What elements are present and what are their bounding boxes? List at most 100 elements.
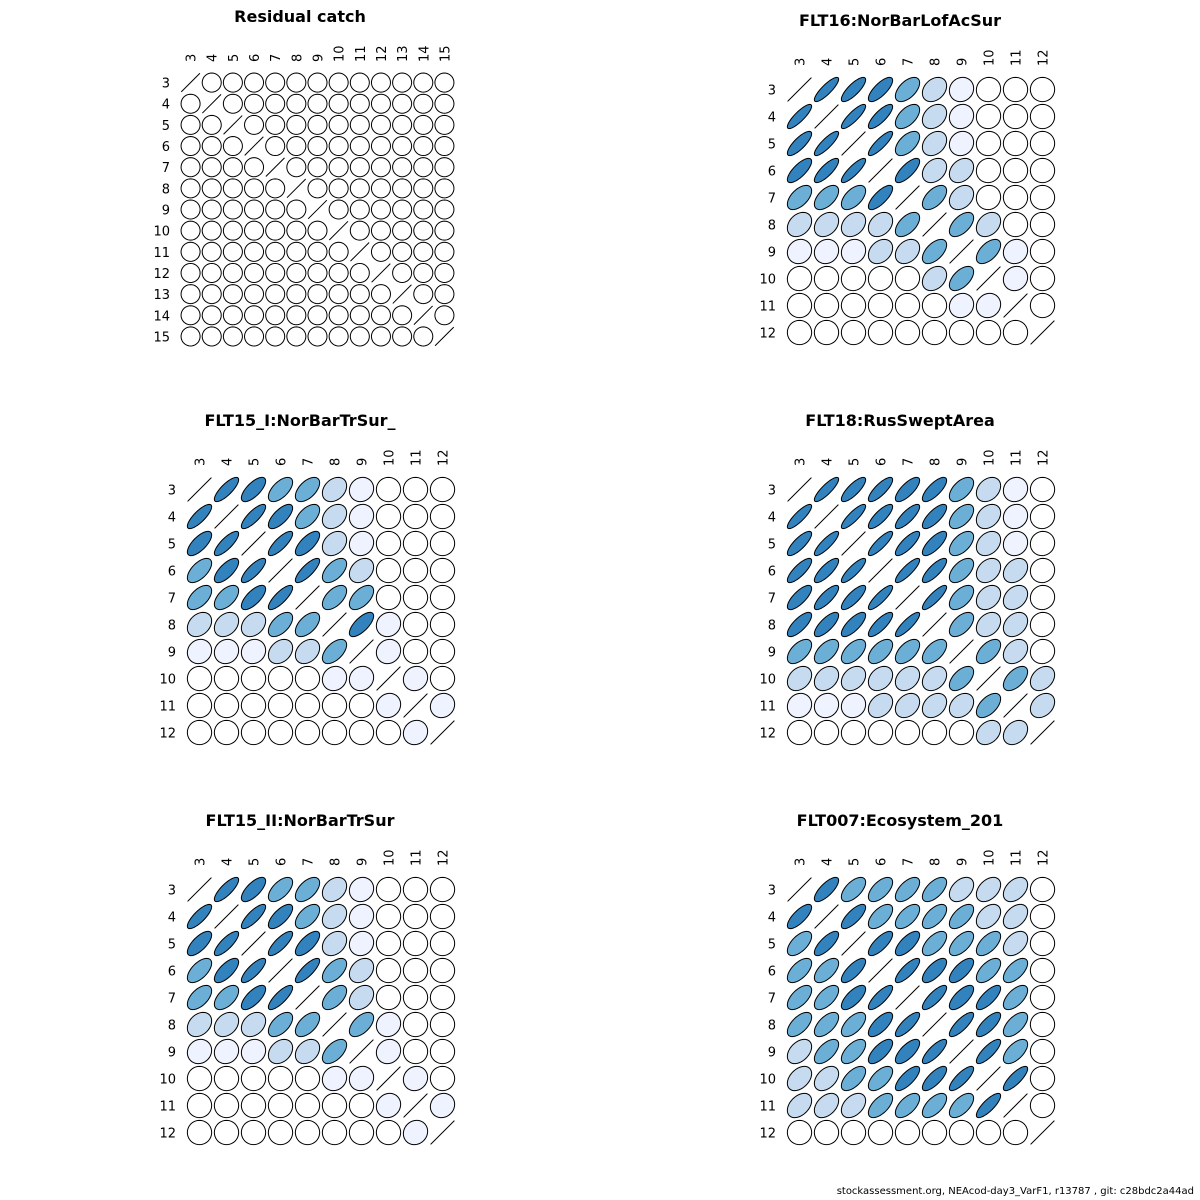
correlation-ellipse	[244, 262, 265, 283]
correlation-ellipse	[180, 114, 201, 135]
correlation-ellipse	[413, 241, 434, 262]
correlation-ellipse	[180, 305, 201, 326]
column-tick-label: 11	[410, 849, 425, 866]
correlation-ellipse	[240, 611, 267, 638]
diagonal-mark	[214, 904, 239, 929]
column-tick-label: 9	[356, 858, 371, 866]
diagonal-mark	[434, 326, 455, 347]
correlation-ellipse	[948, 476, 975, 503]
row-tick-label: 7	[168, 992, 176, 1007]
correlation-ellipse	[244, 199, 265, 220]
column-tick-label: 10	[983, 449, 998, 466]
correlation-ellipse	[434, 262, 455, 283]
correlation-ellipse	[1029, 211, 1056, 238]
correlation-ellipse	[307, 326, 328, 347]
column-tick-label: 5	[848, 58, 863, 66]
correlation-ellipse	[213, 692, 240, 719]
diagonal-mark	[214, 504, 239, 529]
correlation-ellipse	[1029, 557, 1056, 584]
row-tick-label: 3	[768, 84, 776, 99]
column-tick-label: 12	[375, 45, 390, 62]
panel-2: FLT16:NorBarLofAcSur 3 3 4 4 5 5 6 6 7 7 8 8 9 9 10 10 11…	[759, 11, 1056, 346]
column-tick-label: 4	[821, 458, 836, 466]
row-tick-label: 7	[168, 592, 176, 607]
correlation-ellipse	[402, 557, 429, 584]
correlation-ellipse	[267, 611, 294, 638]
diagonal-mark	[922, 612, 947, 637]
correlation-ellipse	[307, 241, 328, 262]
diagonal-mark	[349, 639, 374, 664]
correlation-ellipse	[894, 1065, 921, 1092]
column-tick-label: 10	[383, 449, 398, 466]
correlation-ellipse	[894, 103, 921, 130]
correlation-ellipse	[894, 130, 921, 157]
correlation-ellipse	[286, 284, 307, 305]
column-tick-label: 9	[312, 54, 327, 62]
footer-credit: stockassessment.org, NEAcod-day3_VarF1, …	[836, 1186, 1194, 1197]
correlation-ellipse	[240, 957, 267, 984]
correlation-ellipse	[286, 220, 307, 241]
correlation-ellipse	[813, 265, 840, 292]
correlation-ellipse	[1002, 530, 1029, 557]
correlation-ellipse	[321, 1038, 348, 1065]
correlation-ellipse	[294, 1119, 321, 1146]
correlation-ellipse	[948, 719, 975, 746]
correlation-ellipse	[307, 93, 328, 114]
correlation-ellipse	[267, 638, 294, 665]
correlation-ellipse	[840, 103, 867, 130]
row-tick-label: 8	[162, 182, 170, 197]
row-tick-label: 9	[168, 646, 176, 661]
correlation-ellipse	[267, 503, 294, 530]
correlation-ellipse	[186, 1065, 213, 1092]
correlation-ellipse	[1002, 719, 1029, 746]
correlation-ellipse	[1029, 292, 1056, 319]
correlation-ellipse	[267, 1092, 294, 1119]
column-tick-label: 8	[929, 58, 944, 66]
row-tick-label: 12	[153, 267, 170, 282]
column-tick-label: 11	[1010, 849, 1025, 866]
correlation-ellipse	[840, 1119, 867, 1146]
correlation-ellipse	[349, 284, 370, 305]
correlation-ellipse	[267, 1119, 294, 1146]
correlation-ellipse	[1029, 957, 1056, 984]
correlation-ellipse	[413, 220, 434, 241]
correlation-ellipse	[244, 284, 265, 305]
correlation-ellipse	[370, 220, 391, 241]
row-tick-label: 4	[168, 911, 176, 926]
correlation-ellipse	[434, 220, 455, 241]
correlation-ellipse	[348, 692, 375, 719]
correlation-ellipse	[948, 930, 975, 957]
column-tick-label: 6	[875, 858, 890, 866]
correlation-ellipse	[867, 530, 894, 557]
correlation-ellipse	[1029, 476, 1056, 503]
diagonal-mark	[286, 178, 307, 199]
correlation-ellipse	[840, 319, 867, 346]
correlation-ellipse	[265, 241, 286, 262]
correlation-ellipse	[267, 692, 294, 719]
correlation-ellipse	[894, 319, 921, 346]
correlation-ellipse	[294, 638, 321, 665]
correlation-ellipse	[349, 136, 370, 157]
correlation-ellipse	[1002, 476, 1029, 503]
row-tick-label: 7	[768, 592, 776, 607]
correlation-ellipse	[840, 157, 867, 184]
row-tick-label: 5	[162, 119, 170, 134]
correlation-ellipse	[213, 476, 240, 503]
row-tick-label: 4	[768, 511, 776, 526]
correlation-ellipse	[921, 903, 948, 930]
correlation-ellipse	[840, 903, 867, 930]
correlation-ellipse	[307, 114, 328, 135]
panel-title: FLT007:Ecosystem_201	[797, 811, 1004, 830]
diagonal-mark	[403, 693, 428, 718]
correlation-ellipse	[1002, 611, 1029, 638]
correlation-ellipse	[392, 241, 413, 262]
correlation-ellipse	[370, 114, 391, 135]
column-tick-label: 5	[248, 858, 263, 866]
column-tick-label: 7	[902, 858, 917, 866]
correlation-ellipse	[948, 692, 975, 719]
correlation-ellipse	[948, 530, 975, 557]
correlation-ellipse	[840, 665, 867, 692]
correlation-ellipse	[370, 241, 391, 262]
correlation-ellipse	[975, 211, 1002, 238]
correlation-ellipse	[867, 319, 894, 346]
